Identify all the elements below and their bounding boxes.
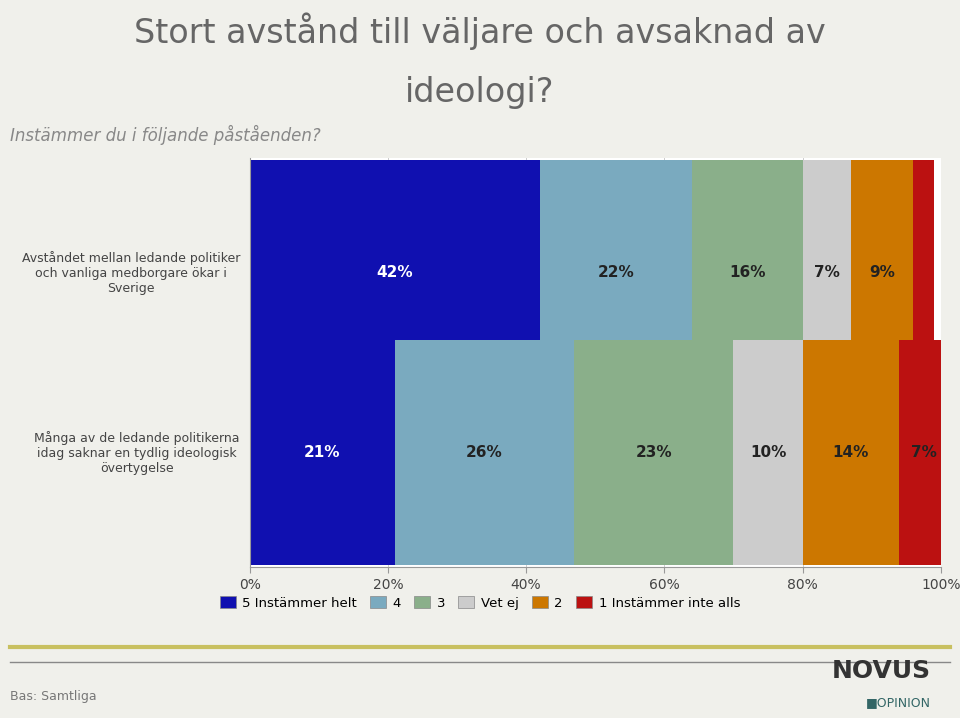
- Text: 14%: 14%: [832, 445, 869, 460]
- Bar: [851, 160, 913, 385]
- Text: 7%: 7%: [814, 265, 840, 280]
- Text: 10%: 10%: [750, 445, 786, 460]
- Text: ideologi?: ideologi?: [405, 76, 555, 109]
- Bar: [803, 160, 851, 385]
- Text: 42%: 42%: [376, 265, 413, 280]
- Text: 22%: 22%: [597, 265, 635, 280]
- Bar: [250, 340, 395, 565]
- Text: 9%: 9%: [869, 265, 895, 280]
- Bar: [692, 160, 803, 385]
- Bar: [913, 160, 934, 385]
- Text: Instämmer du i följande påståenden?: Instämmer du i följande påståenden?: [10, 125, 321, 145]
- Text: 21%: 21%: [304, 445, 341, 460]
- Text: 26%: 26%: [467, 445, 503, 460]
- Bar: [900, 340, 948, 565]
- Legend: 5 Instämmer helt, 4, 3, Vet ej, 2, 1 Instämmer inte alls: 5 Instämmer helt, 4, 3, Vet ej, 2, 1 Ins…: [215, 591, 745, 615]
- Text: 7%: 7%: [911, 445, 936, 460]
- Text: Bas: Samtliga: Bas: Samtliga: [10, 690, 96, 703]
- Text: Avståndet mellan ledande politiker
och vanliga medborgare ökar i
Sverige: Avståndet mellan ledande politiker och v…: [22, 251, 240, 294]
- Bar: [733, 340, 803, 565]
- Bar: [250, 160, 540, 385]
- Text: NOVUS: NOVUS: [832, 658, 931, 683]
- Text: Många av de ledande politikerna
idag saknar en tydlig ideologisk
övertygelse: Många av de ledande politikerna idag sak…: [35, 431, 240, 475]
- Text: 16%: 16%: [729, 265, 765, 280]
- Bar: [803, 340, 900, 565]
- Bar: [574, 340, 733, 565]
- Text: 23%: 23%: [636, 445, 672, 460]
- Text: Stort avstånd till väljare och avsaknad av: Stort avstånd till väljare och avsaknad …: [134, 13, 826, 50]
- Bar: [540, 160, 692, 385]
- Text: ■OPINION: ■OPINION: [866, 696, 931, 709]
- Bar: [395, 340, 574, 565]
